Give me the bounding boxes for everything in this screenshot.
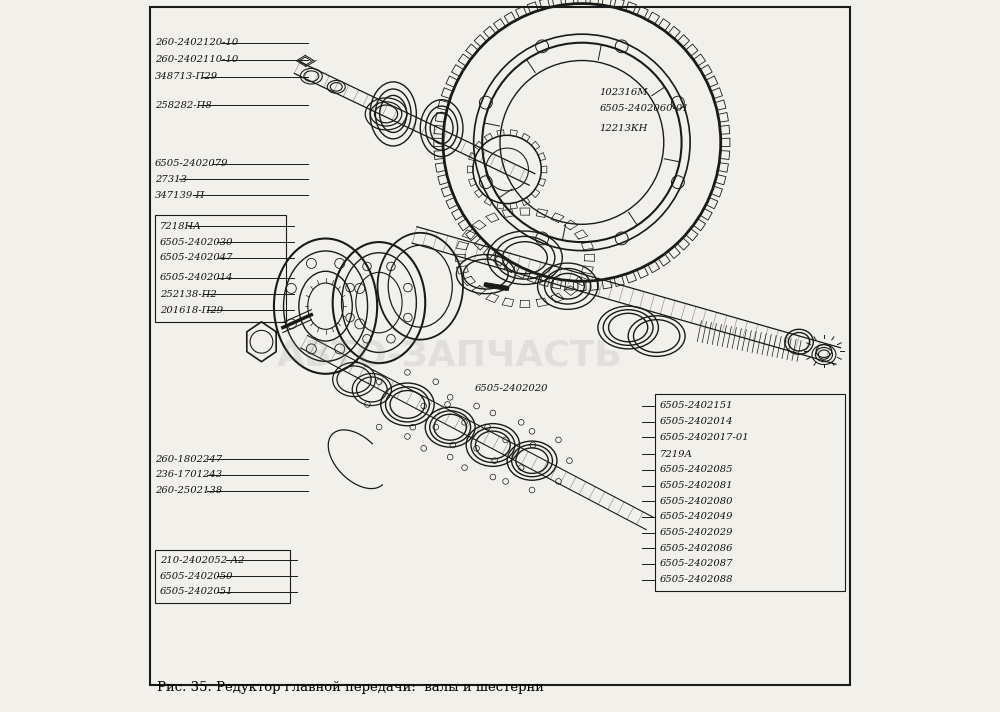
Text: 252138-П2: 252138-П2 [160,290,216,298]
Bar [655,394,845,591]
Bar [155,550,290,603]
Text: 6505-2402060-01: 6505-2402060-01 [600,104,689,112]
Text: 260-2502138: 260-2502138 [155,486,222,495]
Text: 6505-2402081: 6505-2402081 [659,481,733,490]
Text: 6505-2402047: 6505-2402047 [160,253,233,262]
Text: 6505-2402086: 6505-2402086 [659,544,733,553]
Text: 6505-2402050: 6505-2402050 [160,572,233,580]
Text: 6505-2402151: 6505-2402151 [659,402,733,410]
Text: 6505-2402049: 6505-2402049 [659,513,733,521]
Text: 6505-2402029: 6505-2402029 [659,528,733,537]
Text: 6505-2402087: 6505-2402087 [659,560,733,568]
Text: 236-1701243: 236-1701243 [155,471,222,479]
Text: 6505-2402080: 6505-2402080 [659,497,733,506]
Bar [155,215,286,322]
Text: 6505-2402020: 6505-2402020 [474,384,548,392]
Text: 260-1802247: 260-1802247 [155,455,222,464]
Text: 6505-2402030: 6505-2402030 [160,238,233,246]
Text: 260-2402120-10: 260-2402120-10 [155,38,238,47]
Text: 6505-2402017-01: 6505-2402017-01 [659,433,749,441]
Text: 6505-2402079: 6505-2402079 [155,159,228,168]
Text: 260-2402110-10: 260-2402110-10 [155,56,238,64]
Text: 12213КН: 12213КН [600,124,648,132]
Text: Рис. 35. Редуктор главной передачи:  валы и шестерни: Рис. 35. Редуктор главной передачи: валы… [157,681,544,694]
Text: 6505-2402014: 6505-2402014 [659,417,733,426]
Text: 6505-2402014: 6505-2402014 [160,273,233,282]
Text: 6505-2402051: 6505-2402051 [160,587,233,596]
Text: 348713-П29: 348713-П29 [155,73,218,81]
Text: 102316М: 102316М [600,88,648,97]
Text: АВТО-ЗАПЧАСТЬ: АВТО-ЗАПЧАСТЬ [277,339,623,373]
Text: 6505-2402085: 6505-2402085 [659,466,733,474]
Text: 7218НА: 7218НА [160,222,202,231]
Text: 258282-П8: 258282-П8 [155,101,211,110]
Text: 7219А: 7219А [659,450,693,459]
Text: 210-2402052-А2: 210-2402052-А2 [160,556,244,565]
Text: 6505-2402088: 6505-2402088 [659,575,733,584]
Text: 27313: 27313 [155,175,187,184]
Text: 347139-П: 347139-П [155,191,205,199]
Text: 201618-П29: 201618-П29 [160,306,223,315]
